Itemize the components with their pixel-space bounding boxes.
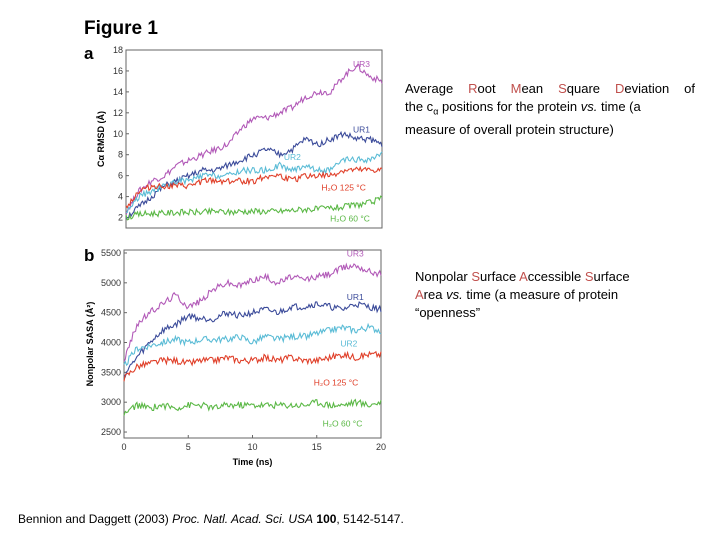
x-tick-label: 20 (376, 442, 386, 452)
desc-b-hl: A (415, 287, 424, 302)
y-tick-label: 8 (118, 150, 123, 160)
y-tick-label: 3000 (101, 397, 121, 407)
series-label: UR3 (347, 249, 364, 259)
figure-title: Figure 1 (84, 18, 158, 39)
x-tick-label: 5 (186, 442, 191, 452)
series-line (123, 322, 382, 367)
desc-b-text: urface (480, 269, 520, 284)
plot-area (125, 49, 383, 229)
y-tick-label: 10 (113, 129, 123, 139)
series-line (125, 195, 383, 221)
x-tick-label: 15 (312, 442, 322, 452)
desc-a-line3: measure of overall protein structure) (405, 121, 614, 137)
desc-a-vs: vs. (580, 99, 598, 114)
series-line (123, 398, 382, 416)
series-label: H₂O 125 °C (321, 182, 366, 192)
rmsd-chart: 2 4 6 8 10 12 14 16 18 Cα RMSD (Å) UR3 UR1 UR2 H₂O 12… (96, 45, 383, 229)
y-tick-label: 3500 (101, 367, 121, 377)
series-label: H₂O 60 °C (330, 214, 370, 224)
y-tick-label: 4500 (101, 308, 121, 318)
series-line (125, 130, 383, 220)
citation: Bennion and Daggett (2003) Proc. Natl. A… (18, 512, 404, 526)
desc-b-line3: “openness” (415, 305, 481, 320)
series-label: H₂O 60 °C (323, 419, 363, 429)
y-tick-label: 4 (118, 192, 123, 202)
desc-a-text: oot (477, 81, 511, 96)
series-label: UR3 (353, 59, 370, 69)
desc-b-hl: S (584, 269, 594, 284)
desc-a-text: time (a (597, 99, 641, 114)
panel-a-label: a (84, 44, 94, 63)
desc-a-text: eviation of (624, 81, 695, 96)
sasa-chart: 2500 3000 3500 4000 4500 5000 5500 0 5 10 15 20 Time… (85, 248, 386, 467)
desc-b-text: time (a measure of protein (462, 287, 619, 302)
desc-a-text: Average (405, 81, 469, 96)
desc-b-text: ccessible (527, 269, 585, 284)
desc-a-hl: S (558, 81, 567, 96)
y-tick-label: 5000 (101, 278, 121, 288)
desc-b-hl: A (519, 269, 528, 284)
desc-a-hl: D (614, 81, 625, 96)
series-line (125, 151, 383, 213)
y-tick-label: 14 (113, 87, 123, 97)
desc-b-hl: S (471, 269, 481, 284)
desc-a-hl: M (510, 81, 522, 96)
y-tick-label: 16 (113, 66, 123, 76)
y-tick-label: 12 (113, 108, 123, 118)
series-line (123, 350, 382, 382)
desc-b-text: urface (593, 269, 630, 284)
y-tick-label: 4000 (101, 338, 121, 348)
citation-authors: Bennion and Daggett (2003) (18, 512, 173, 526)
desc-a-text: ean (521, 81, 559, 96)
series-label: UR1 (353, 125, 370, 135)
series-label: UR1 (347, 292, 364, 302)
x-tick-label: 0 (121, 442, 126, 452)
x-axis-label: Time (ns) (233, 457, 273, 467)
series-label: H₂O 125 °C (314, 377, 359, 387)
y-tick-label: 5500 (101, 248, 121, 258)
series-line (123, 262, 382, 362)
series-line (123, 301, 382, 378)
desc-a-text: positions for the protein (438, 99, 581, 114)
desc-a-hl: R (468, 81, 478, 96)
x-tick-label: 10 (247, 442, 257, 452)
desc-b-text: rea (423, 287, 447, 302)
y-tick-label: 2 (118, 213, 123, 223)
y-axis-label: Nonpolar SASA (Å²) (85, 302, 95, 387)
series-label: UR2 (340, 339, 357, 349)
series-line (125, 64, 383, 216)
desc-b-text: Nonpolar (415, 269, 472, 284)
y-tick-label: 18 (113, 45, 123, 55)
citation-journal: Proc. Natl. Acad. Sci. USA (172, 512, 314, 526)
y-tick-label: 2500 (101, 427, 121, 437)
citation-pages: , 5142-5147. (336, 512, 404, 526)
desc-a-text: quare (566, 81, 615, 96)
y-tick-label: 6 (118, 171, 123, 181)
desc-a-text: the c (405, 99, 434, 114)
series-line (125, 165, 383, 209)
desc-b-vs: vs. (446, 287, 463, 302)
panel-b-description: Nonpolar Surface Accessible Surface Area… (415, 268, 695, 322)
desc-a-alpha: α (433, 106, 439, 117)
series-label: UR2 (284, 152, 301, 162)
y-axis-label: Cα RMSD (Å) (96, 111, 106, 167)
panel-a-description: Average Root Mean Square Deviation of th… (405, 80, 695, 139)
citation-volume: 100 (313, 512, 337, 526)
panel-b-label: b (84, 246, 95, 265)
